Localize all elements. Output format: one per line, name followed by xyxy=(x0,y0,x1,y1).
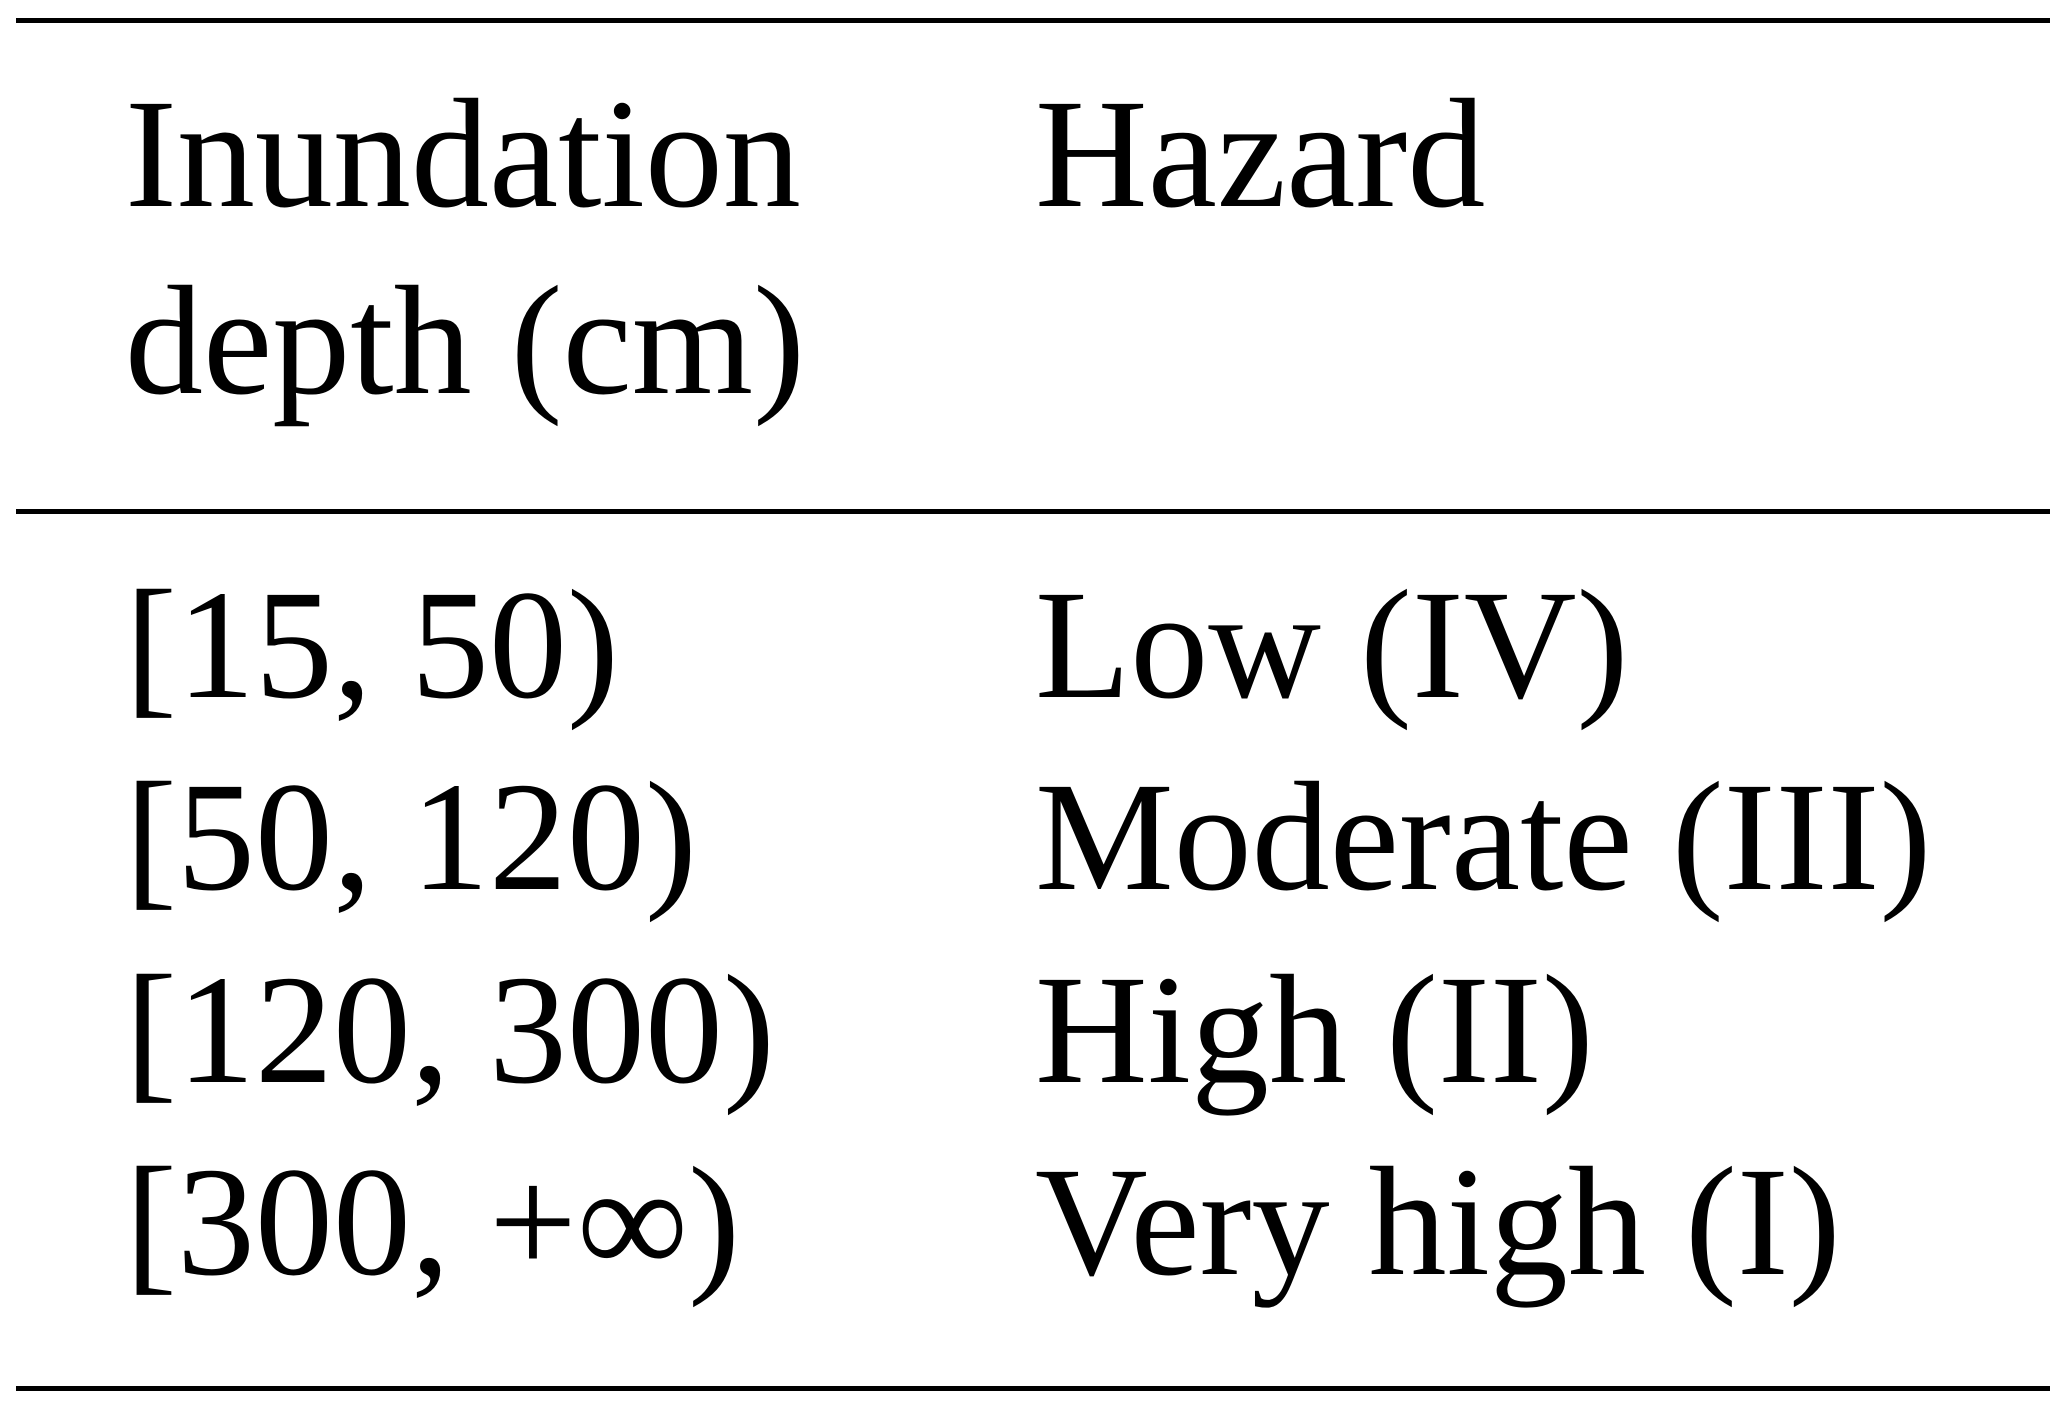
mid-rule xyxy=(16,509,2050,514)
table-cell: [50, 120) xyxy=(125,750,697,924)
bottom-rule xyxy=(16,1386,2050,1391)
header-cell: Hazard xyxy=(1035,67,1486,240)
table-cell: [15, 50) xyxy=(125,558,619,731)
table-cell: Moderate (III) xyxy=(1035,750,1932,924)
table-cell: High (II) xyxy=(1035,942,1594,1116)
table-cell: [300, +∞) xyxy=(125,1134,741,1308)
top-rule xyxy=(16,18,2050,23)
header-cell: Inundation depth (cm) xyxy=(125,67,806,427)
table-cell: Low (IV) xyxy=(1035,558,1629,731)
table-cell: [120, 300) xyxy=(125,942,775,1116)
table-cell: Very high (I) xyxy=(1035,1134,1841,1308)
